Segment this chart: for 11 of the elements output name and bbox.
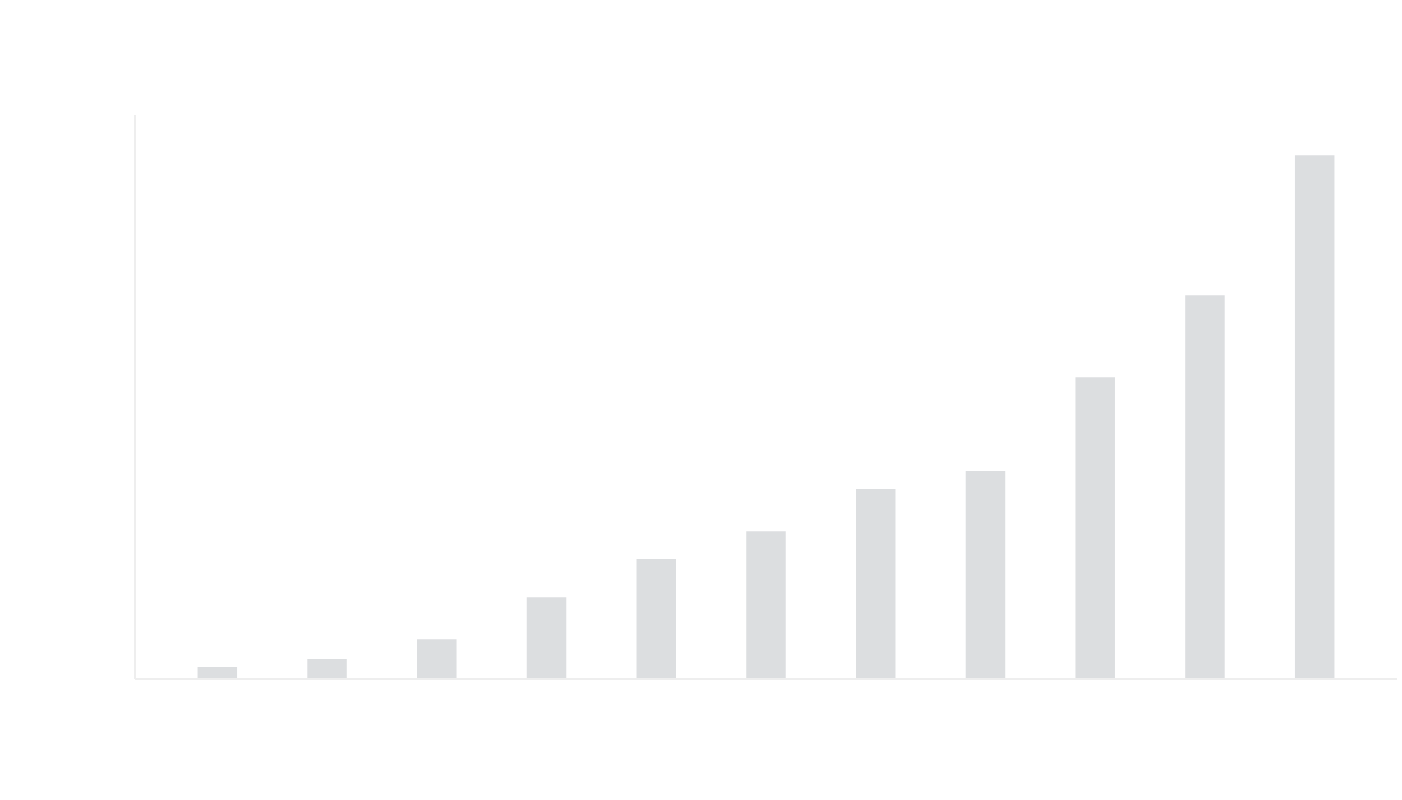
bar <box>526 597 567 679</box>
bar <box>746 531 786 679</box>
bar <box>1075 377 1115 679</box>
bar <box>855 488 896 679</box>
bar <box>197 666 238 679</box>
bar <box>636 559 677 679</box>
bar <box>965 471 1006 679</box>
bar <box>307 659 347 679</box>
bar <box>1185 295 1225 679</box>
bar <box>417 639 457 679</box>
bar <box>1294 155 1335 679</box>
